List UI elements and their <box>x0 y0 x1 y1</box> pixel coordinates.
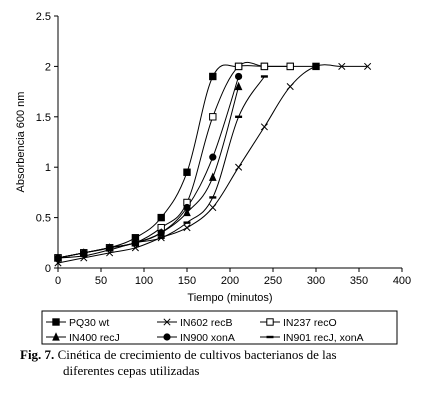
series-5-point <box>235 72 243 81</box>
x-axis-title: Tiempo (minutos) <box>187 292 272 304</box>
x-tick-label: 400 <box>393 275 411 287</box>
legend-label-1: PQ30 wt <box>69 317 109 329</box>
series-2-point <box>364 62 372 70</box>
legend-marker-6 <box>266 335 274 339</box>
series-4-point <box>208 172 217 181</box>
y-tick-label: 2.5 <box>36 11 51 23</box>
x-tick-label: 150 <box>178 275 196 287</box>
series-6-point <box>157 236 165 239</box>
series-5-point <box>183 203 191 212</box>
legend-marker-4 <box>52 332 60 341</box>
figure-caption: Fig. 7. Cinética de crecimiento de culti… <box>20 347 420 379</box>
legend-label-4: IN400 recJ <box>69 332 120 344</box>
legend-label-2: IN602 recB <box>180 317 233 329</box>
x-tick-label: 0 <box>55 275 61 287</box>
series-line-5 <box>57 76 240 259</box>
series-line-2 <box>57 64 368 264</box>
series-2-point <box>183 224 191 232</box>
series-1-point <box>183 168 191 176</box>
x-tick-label: 350 <box>350 275 368 287</box>
legend-label-6: IN901 recJ, xonA <box>283 332 364 344</box>
legend: PQ30 wt IN602 recB IN237 recO IN400 recJ IN9… <box>41 310 398 345</box>
series-6-point <box>209 196 217 199</box>
y-tick-label: 1 <box>45 162 51 174</box>
series-2-point <box>235 163 243 171</box>
caption-line-1: Cinética de crecimiento de cultivos bact… <box>57 347 337 362</box>
series-3-point <box>260 62 269 71</box>
y-tick-label: 2 <box>45 61 51 73</box>
series-3-point <box>209 113 217 121</box>
x-tick-label: 250 <box>264 275 282 287</box>
series-2-point <box>338 62 346 70</box>
series-6-point <box>80 254 88 258</box>
series-4-point <box>183 207 191 217</box>
series-line-4 <box>57 86 240 259</box>
figure-label: Fig. 7. <box>20 347 55 362</box>
series-5-point <box>157 229 165 237</box>
series-line-3 <box>57 61 291 259</box>
series-markers <box>54 62 372 267</box>
x-tick-label: 200 <box>221 275 239 287</box>
legend-label-5: IN900 xonA <box>180 332 235 344</box>
series-1-point <box>209 72 217 81</box>
legend-box <box>41 310 398 345</box>
legend-marker-1 <box>52 318 60 326</box>
y-axis-title: Absorbencia 600 nm <box>15 92 27 193</box>
series-2-point <box>209 203 217 212</box>
legend-marker-5 <box>163 333 171 341</box>
y-tick-label: 1.5 <box>36 112 51 124</box>
axes: 0 0.5 1 1.5 2 2.5 0 50 100 150 200 250 300 350 400 Tiem… <box>15 11 411 304</box>
series-lines <box>57 61 368 264</box>
series-6-point <box>131 241 139 244</box>
series-6-point <box>260 75 268 78</box>
series-6-point <box>183 221 191 224</box>
series-6-point <box>54 256 62 260</box>
series-2-point <box>260 123 268 131</box>
series-4-point <box>234 81 243 91</box>
series-2-point <box>286 83 294 91</box>
series-6-point <box>235 115 243 118</box>
series-1-point <box>157 213 165 222</box>
series-line-1 <box>57 64 316 259</box>
series-3-point <box>286 62 294 71</box>
legend-label-3: IN237 recO <box>283 317 337 329</box>
y-tick-label: 0 <box>45 263 51 275</box>
legend-marker-2 <box>163 318 171 326</box>
caption-line-2: diferentes cepas utilizadas <box>63 363 200 378</box>
y-tick-label: 0.5 <box>36 213 51 225</box>
growth-curve-chart: 0 0.5 1 1.5 2 2.5 0 50 100 150 200 250 300 350 400 Tiem… <box>15 11 411 345</box>
series-5-point <box>209 153 217 161</box>
x-tick-label: 300 <box>307 275 325 287</box>
legend-marker-3 <box>266 318 274 326</box>
series-6-point <box>106 248 114 252</box>
x-tick-label: 50 <box>95 275 107 287</box>
x-tick-label: 100 <box>135 275 153 287</box>
series-3-point <box>234 62 243 71</box>
series-2-point <box>312 62 320 70</box>
